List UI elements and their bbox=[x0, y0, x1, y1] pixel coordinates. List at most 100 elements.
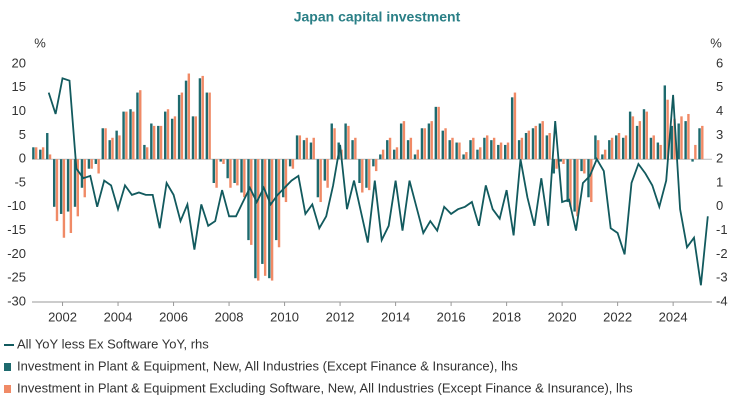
bar bbox=[520, 137, 524, 160]
bar bbox=[444, 128, 447, 160]
bar bbox=[534, 125, 537, 160]
bar bbox=[430, 121, 433, 160]
bar bbox=[476, 149, 479, 160]
bar bbox=[437, 106, 440, 160]
bar bbox=[395, 147, 399, 160]
bar bbox=[527, 130, 531, 160]
bar bbox=[652, 135, 655, 160]
bar bbox=[46, 133, 49, 160]
bar bbox=[122, 111, 125, 160]
bar bbox=[628, 111, 632, 160]
bar bbox=[215, 159, 218, 188]
bar bbox=[497, 144, 500, 160]
bar bbox=[233, 159, 236, 183]
y2-tick-label: 6 bbox=[716, 55, 723, 70]
bar bbox=[372, 159, 375, 167]
bar bbox=[691, 159, 694, 162]
bar bbox=[663, 85, 667, 160]
bar bbox=[90, 159, 93, 169]
bar bbox=[615, 135, 618, 160]
bar bbox=[465, 152, 468, 160]
y2-tick-label: 4 bbox=[716, 103, 723, 118]
bar bbox=[145, 147, 149, 160]
bar bbox=[434, 106, 438, 160]
bar bbox=[330, 123, 333, 160]
x-tick-label: 2002 bbox=[48, 309, 77, 324]
bar bbox=[323, 159, 327, 181]
y-axis-label: % bbox=[34, 35, 46, 50]
y2-tick-label: 5 bbox=[716, 79, 723, 94]
y2-axis-label: % bbox=[710, 35, 722, 50]
legend-marker bbox=[4, 385, 11, 393]
y2-tick-label: 0 bbox=[716, 198, 723, 213]
bar bbox=[506, 142, 510, 160]
bar bbox=[492, 137, 496, 160]
bar bbox=[392, 149, 396, 160]
bar bbox=[656, 142, 660, 160]
bar bbox=[59, 159, 63, 214]
bar bbox=[427, 123, 431, 160]
bar bbox=[166, 109, 170, 160]
bar bbox=[673, 118, 676, 160]
y-tick-label: 10 bbox=[12, 103, 26, 118]
bar bbox=[55, 159, 59, 222]
bar bbox=[388, 137, 392, 160]
bar bbox=[483, 137, 486, 160]
bar bbox=[48, 154, 52, 160]
bar bbox=[645, 111, 648, 160]
bar bbox=[517, 140, 521, 160]
bar bbox=[281, 159, 285, 198]
bar bbox=[284, 159, 288, 203]
bar bbox=[94, 159, 98, 164]
bar bbox=[32, 147, 35, 160]
bar bbox=[150, 123, 153, 160]
bar bbox=[413, 154, 417, 160]
bar bbox=[184, 80, 188, 160]
bar bbox=[573, 159, 576, 212]
bar bbox=[513, 92, 517, 160]
x-tick-label: 2008 bbox=[215, 309, 244, 324]
bar bbox=[659, 144, 662, 160]
bar bbox=[41, 147, 45, 160]
line bbox=[47, 77, 709, 286]
x-tick-label: 2014 bbox=[381, 309, 410, 324]
y2-tick-label: -1 bbox=[716, 222, 728, 237]
bar bbox=[698, 128, 701, 160]
bar bbox=[69, 159, 73, 233]
y-tick-label: -25 bbox=[7, 270, 26, 285]
bar bbox=[177, 94, 181, 160]
bar bbox=[555, 159, 558, 169]
bar bbox=[76, 159, 80, 217]
bar bbox=[263, 159, 267, 276]
y-tick-label: 15 bbox=[12, 79, 26, 94]
bar bbox=[670, 125, 673, 160]
bar bbox=[621, 137, 625, 160]
bar bbox=[458, 142, 461, 160]
bar bbox=[631, 116, 635, 160]
bar bbox=[143, 144, 146, 160]
bar bbox=[524, 133, 528, 160]
y-tick-label: -5 bbox=[14, 174, 26, 189]
bar bbox=[462, 154, 465, 160]
bar bbox=[361, 159, 364, 193]
bar bbox=[687, 113, 690, 160]
bar bbox=[139, 90, 142, 160]
bar bbox=[277, 159, 281, 248]
bar bbox=[386, 140, 389, 160]
bar bbox=[236, 159, 239, 186]
bar bbox=[173, 116, 177, 160]
chart-title: Japan capital investment bbox=[294, 9, 461, 25]
bar bbox=[226, 159, 229, 179]
bar bbox=[34, 147, 38, 160]
bar bbox=[469, 140, 472, 160]
y-tick-label: -10 bbox=[7, 198, 26, 213]
bar bbox=[219, 159, 222, 162]
bar bbox=[198, 78, 202, 160]
bar bbox=[164, 111, 167, 160]
bar bbox=[302, 140, 306, 160]
bar bbox=[80, 159, 84, 188]
bar bbox=[649, 137, 653, 160]
bar bbox=[566, 159, 569, 203]
bar bbox=[111, 137, 114, 160]
bar bbox=[291, 159, 295, 169]
